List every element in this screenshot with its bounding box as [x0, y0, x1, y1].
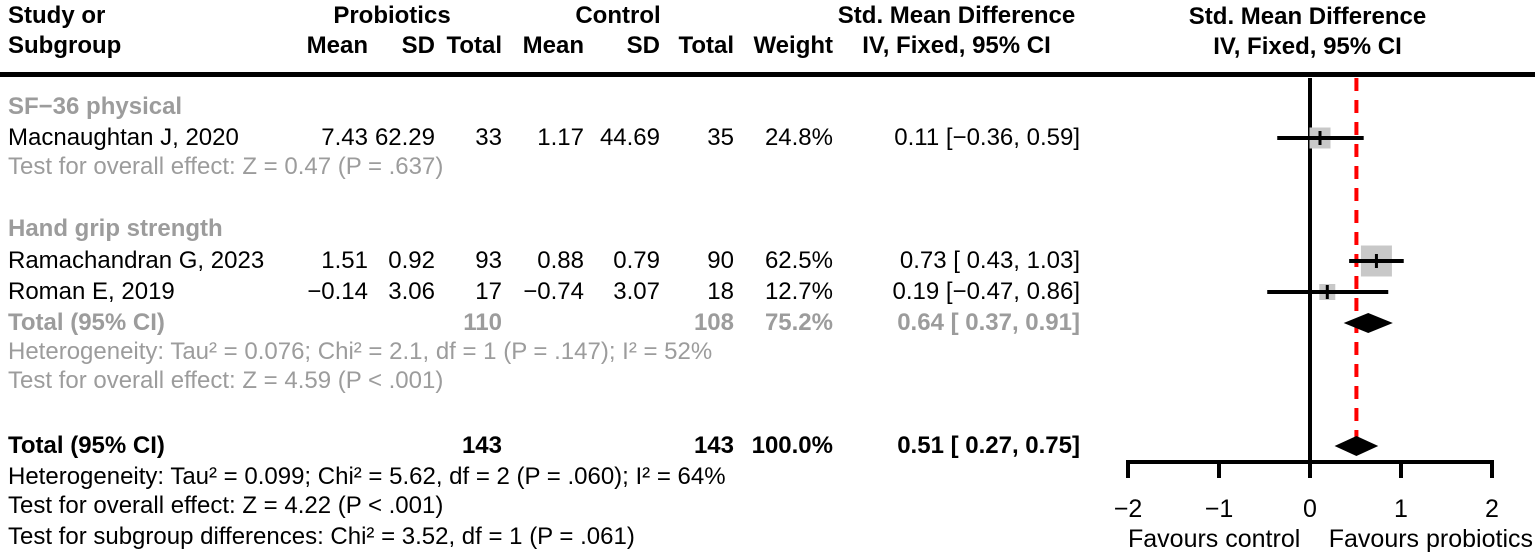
- plot-header-smd-method: IV, Fixed, 95% CI: [1213, 33, 1402, 60]
- header-weight: Weight: [753, 32, 833, 59]
- plot-header: Std. Mean Difference IV, Fixed, 95% CI: [1080, 2, 1535, 62]
- subgroup-total-row: Total (95% CI) 110 108 75.2% 0.64 [ 0.37…: [0, 308, 1080, 338]
- smd-ci-subtotal: 0.64 [ 0.37, 0.91]: [897, 309, 1080, 336]
- subgroup-total-label: Total (95% CI): [8, 309, 165, 336]
- table-header-row-2: Subgroup Mean SD Total Mean SD Total Wei…: [0, 31, 1080, 61]
- control-mean: −0.74: [523, 278, 584, 305]
- study-row-roman: Roman E, 2019 −0.14 3.06 17 −0.74 3.07 1…: [0, 277, 1080, 307]
- header-group-control: Control: [575, 2, 661, 29]
- control-total: 35: [707, 124, 734, 151]
- plot-header-smd-title: Std. Mean Difference: [1188, 3, 1427, 30]
- x-axis-tick-label: −1: [1205, 495, 1234, 523]
- study-name: Ramachandran G, 2023: [8, 247, 265, 274]
- overall-total-row: Total (95% CI) 143 143 100.0% 0.51 [ 0.2…: [0, 431, 1080, 461]
- weight-value: 24.8%: [764, 124, 833, 151]
- probiotics-total: 17: [475, 278, 502, 305]
- study-row-macnaughtan: Macnaughtan J, 2020 7.43 62.29 33 1.17 4…: [0, 123, 1080, 153]
- header-group-probiotics: Probiotics: [333, 2, 451, 29]
- probiotics-sd: 0.92: [388, 247, 435, 274]
- subgroup-title-sf36-physical: SF−36 physical: [8, 93, 183, 120]
- probiotics-sd: 3.06: [388, 278, 435, 305]
- x-axis-tick-label: 2: [1485, 495, 1499, 523]
- probiotics-sd: 62.29: [374, 124, 435, 151]
- header-probiotics-sd: SD: [401, 32, 435, 59]
- probiotics-subtotal: 110: [463, 309, 502, 336]
- overall-diamond: [1334, 436, 1379, 456]
- sf36-overall-effect-test: Test for overall effect: Z = 0.47 (P = .…: [8, 153, 444, 180]
- control-mean: 1.17: [537, 124, 584, 151]
- handgrip-overall-effect-test: Test for overall effect: Z = 4.59 (P < .…: [8, 367, 444, 394]
- favours-control-label: Favours control: [1128, 525, 1300, 553]
- overall-heterogeneity: Heterogeneity: Tau² = 0.099; Chi² = 5.62…: [8, 463, 726, 490]
- study-row-ramachandran: Ramachandran G, 2023 1.51 0.92 93 0.88 0…: [0, 246, 1080, 276]
- subgroup-title-hand-grip: Hand grip strength: [8, 215, 223, 242]
- x-axis-tick-label: −2: [1114, 495, 1143, 523]
- header-control-total: Total: [678, 32, 734, 59]
- overall-effect-test: Test for overall effect: Z = 4.22 (P < .…: [8, 492, 444, 519]
- smd-ci-overall: 0.51 [ 0.27, 0.75]: [897, 432, 1080, 459]
- subtotal-diamond: [1343, 313, 1393, 333]
- probiotics-grand-total: 143: [461, 432, 502, 459]
- control-total: 90: [707, 247, 734, 274]
- header-study-or: Study or: [8, 2, 106, 29]
- probiotics-mean: −0.14: [307, 278, 368, 305]
- favours-probiotics-label: Favours probiotics: [1329, 525, 1533, 553]
- weight-grand-total: 100.0%: [751, 432, 833, 459]
- control-grand-total: 143: [693, 432, 734, 459]
- probiotics-mean: 7.43: [321, 124, 368, 151]
- control-subtotal: 108: [693, 309, 734, 336]
- weight-subtotal: 75.2%: [764, 309, 833, 336]
- weight-value: 12.7%: [764, 278, 833, 305]
- probiotics-mean: 1.51: [321, 247, 368, 274]
- probiotics-total: 33: [475, 124, 502, 151]
- forest-plot-canvas: −2 −1 0 1 2 Favours control Favours probiotics: [1114, 78, 1533, 553]
- header-control-sd: SD: [626, 32, 660, 59]
- header-smd-title: Std. Mean Difference: [837, 2, 1076, 29]
- smd-ci-text: 0.73 [ 0.43, 1.03]: [899, 247, 1080, 274]
- weight-value: 62.5%: [764, 247, 833, 274]
- control-sd: 0.79: [613, 247, 660, 274]
- header-subgroup: Subgroup: [8, 32, 122, 59]
- study-name: Roman E, 2019: [8, 278, 175, 305]
- x-axis-tick-label: 1: [1394, 495, 1408, 523]
- header-smd-method: IV, Fixed, 95% CI: [862, 32, 1051, 59]
- control-sd: 3.07: [613, 278, 660, 305]
- probiotics-total: 93: [475, 247, 502, 274]
- study-name: Macnaughtan J, 2020: [8, 124, 239, 151]
- smd-ci-text: 0.11 [−0.36, 0.59]: [894, 124, 1080, 151]
- overall-total-label: Total (95% CI): [8, 432, 165, 459]
- smd-ci-text: 0.19 [−0.47, 0.86]: [892, 278, 1081, 305]
- header-probiotics-mean: Mean: [306, 32, 368, 59]
- control-sd: 44.69: [599, 124, 660, 151]
- handgrip-heterogeneity: Heterogeneity: Tau² = 0.076; Chi² = 2.1,…: [8, 338, 713, 365]
- header-divider-rule: [0, 72, 1535, 77]
- control-total: 18: [707, 278, 734, 305]
- header-probiotics-total: Total: [446, 32, 502, 59]
- subgroup-differences-test: Test for subgroup differences: Chi² = 3.…: [8, 523, 635, 550]
- control-mean: 0.88: [537, 247, 584, 274]
- table-header-row-1: Study or Probiotics Control Std. Mean Di…: [0, 1, 1080, 31]
- x-axis-tick-label: 0: [1303, 495, 1317, 523]
- header-control-mean: Mean: [522, 32, 584, 59]
